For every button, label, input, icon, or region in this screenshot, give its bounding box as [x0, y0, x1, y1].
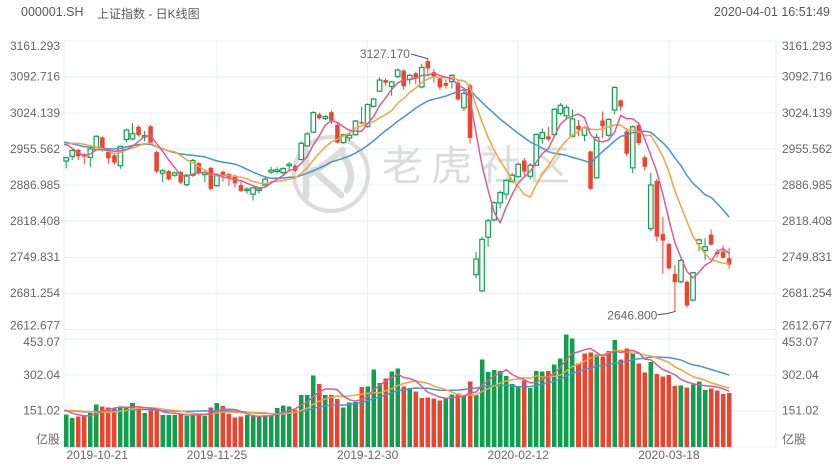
svg-text:151.02: 151.02 [782, 404, 819, 418]
svg-text:2818.408: 2818.408 [10, 214, 60, 228]
svg-text:3024.139: 3024.139 [782, 106, 832, 120]
svg-text:2955.562: 2955.562 [782, 142, 832, 156]
svg-text:3127.170: 3127.170 [360, 47, 410, 61]
svg-text:2019-12-30: 2019-12-30 [337, 448, 399, 462]
svg-text:2019-10-21: 2019-10-21 [67, 448, 129, 462]
svg-text:2020-02-12: 2020-02-12 [488, 448, 550, 462]
svg-text:亿股: 亿股 [36, 431, 60, 446]
svg-text:2681.254: 2681.254 [10, 286, 60, 300]
svg-text:3024.139: 3024.139 [10, 106, 60, 120]
svg-text:3161.293: 3161.293 [10, 39, 60, 53]
svg-text:亿股: 亿股 [782, 431, 806, 446]
svg-text:2886.985: 2886.985 [10, 178, 60, 192]
svg-text:151.02: 151.02 [23, 404, 60, 418]
svg-text:2886.985: 2886.985 [782, 178, 832, 192]
svg-text:453.07: 453.07 [23, 335, 60, 349]
svg-text:453.07: 453.07 [782, 335, 819, 349]
svg-text:2749.831: 2749.831 [10, 250, 60, 264]
svg-text:3092.716: 3092.716 [782, 70, 832, 84]
svg-text:2612.677: 2612.677 [10, 319, 60, 333]
svg-text:3092.716: 3092.716 [10, 70, 60, 84]
svg-text:302.04: 302.04 [782, 368, 819, 382]
svg-text:2020-03-18: 2020-03-18 [638, 448, 700, 462]
svg-text:2818.408: 2818.408 [782, 214, 832, 228]
svg-text:2681.254: 2681.254 [782, 286, 832, 300]
svg-text:2646.800: 2646.800 [607, 309, 657, 323]
svg-text:2019-11-25: 2019-11-25 [187, 448, 248, 462]
svg-text:2612.677: 2612.677 [782, 319, 832, 333]
svg-text:302.04: 302.04 [23, 368, 60, 382]
svg-text:2955.562: 2955.562 [10, 142, 60, 156]
svg-text:2749.831: 2749.831 [782, 250, 832, 264]
svg-text:3161.293: 3161.293 [782, 39, 832, 53]
